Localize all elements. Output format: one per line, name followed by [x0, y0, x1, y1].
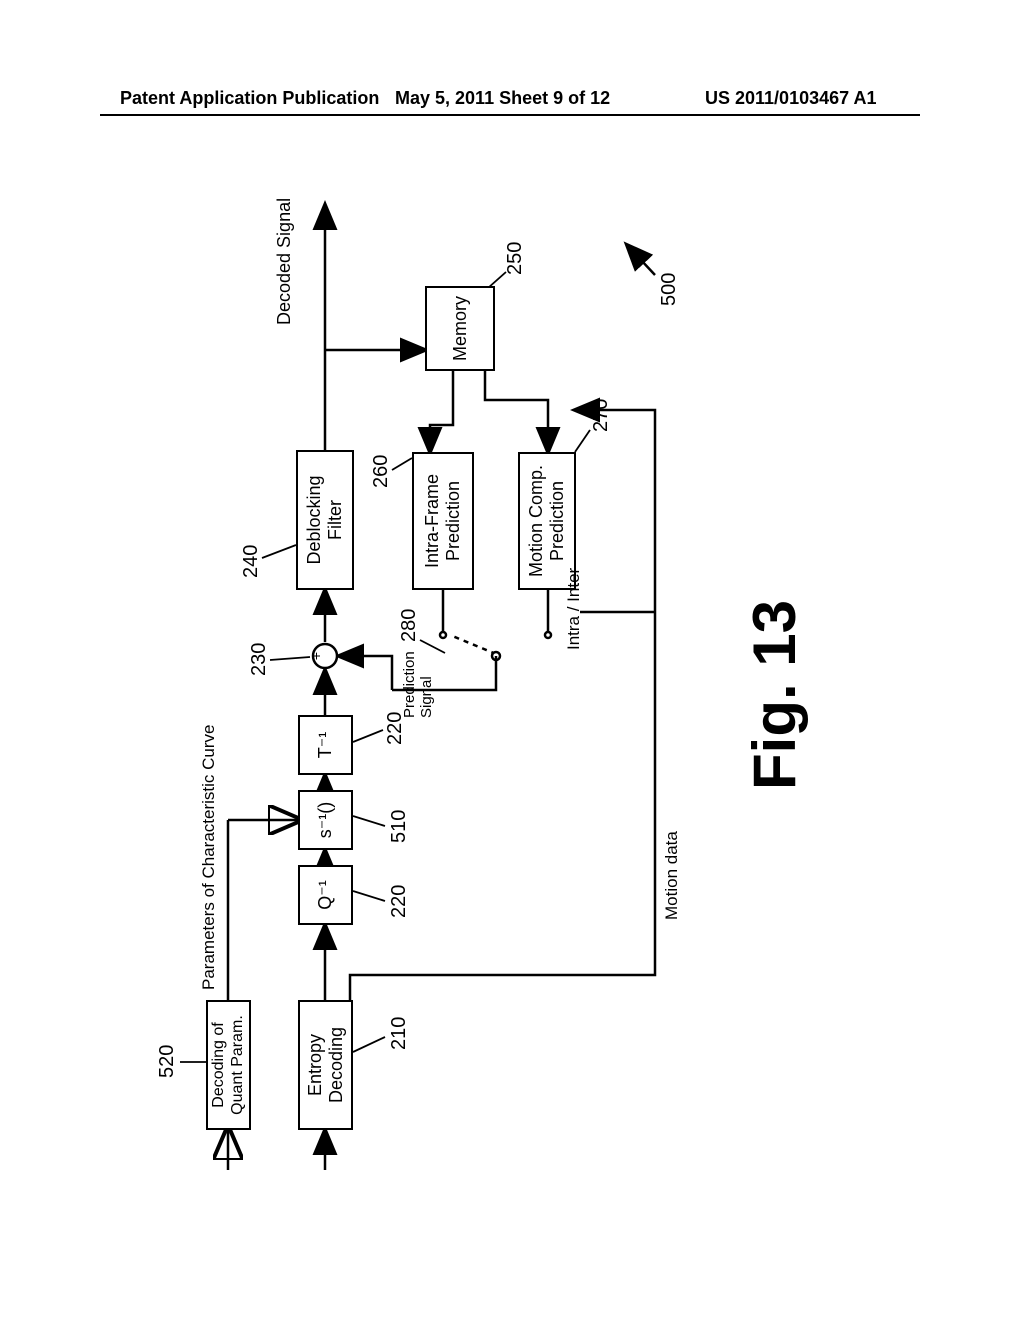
ref-250: 250	[504, 242, 526, 275]
page: Patent Application Publication May 5, 20…	[0, 0, 1024, 1320]
header-right: US 2011/0103467 A1	[705, 88, 876, 109]
label-decoded-signal: Decoded Signal	[275, 198, 295, 325]
label-intra-inter: Intra / Inter	[565, 568, 584, 650]
ref-220-a: 220	[388, 885, 410, 918]
diagram-rotated-container: + Decoding ofQuant Param. EntropyDecodin…	[20, 280, 1000, 1080]
sum-symbol: +	[309, 645, 324, 667]
header-center: May 5, 2011 Sheet 9 of 12	[395, 88, 610, 109]
header-rule	[100, 114, 920, 116]
block-memory: Memory	[425, 286, 495, 371]
block-decode-quant-param: Decoding ofQuant Param.	[206, 1000, 251, 1130]
ref-510: 510	[388, 810, 410, 843]
figure-label: Fig. 13	[740, 600, 809, 790]
label-motion-data: Motion data	[663, 831, 682, 920]
ref-230: 230	[248, 643, 270, 676]
ref-260: 260	[370, 455, 392, 488]
block-inverse-transform: T⁻¹	[298, 715, 353, 775]
header-left: Patent Application Publication	[120, 88, 379, 109]
block-deblocking-filter: DeblockingFilter	[296, 450, 354, 590]
block-intra-prediction: Intra-FramePrediction	[412, 452, 474, 590]
ref-520: 520	[156, 1045, 178, 1078]
block-inverse-s: s⁻¹()	[298, 790, 353, 850]
label-params-curve: Parameters of Characteristic Curve	[200, 725, 219, 990]
ref-210: 210	[388, 1017, 410, 1050]
ref-280: 280	[398, 609, 420, 642]
block-inverse-quant: Q⁻¹	[298, 865, 353, 925]
block-diagram: + Decoding ofQuant Param. EntropyDecodin…	[110, 190, 910, 1170]
ref-240: 240	[240, 545, 262, 578]
ref-220-b: 220	[384, 712, 406, 745]
ref-270: 270	[590, 399, 612, 432]
block-entropy-decoding: EntropyDecoding	[298, 1000, 353, 1130]
ref-500: 500	[658, 273, 680, 306]
